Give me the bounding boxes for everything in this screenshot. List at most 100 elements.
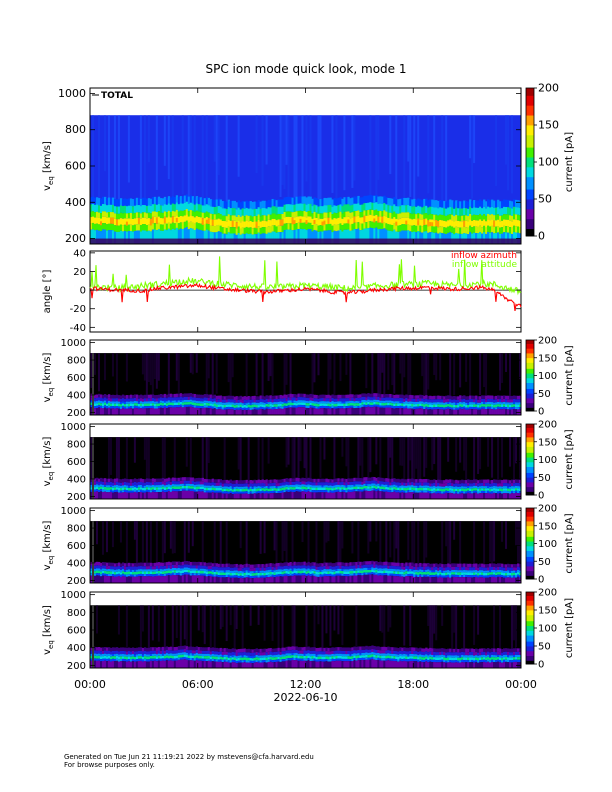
- heatmap-band-cell: [421, 406, 424, 409]
- heatmap-band-cell: [277, 406, 280, 409]
- heatmap-band-cell: [209, 403, 213, 406]
- heatmap-band-cell: [405, 479, 408, 483]
- heatmap-band-cell: [495, 395, 498, 400]
- heatmap-band-cell: [511, 201, 514, 209]
- heatmap-band-cell: [213, 206, 217, 215]
- heatmap-band-cell: [463, 207, 466, 216]
- heatmap-band-cell: [435, 207, 438, 215]
- heatmap-band-cell: [249, 402, 252, 406]
- heatmap-band-cell: [487, 488, 490, 491]
- heatmap-noise-streak: [287, 437, 290, 465]
- heatmap-band-cell: [129, 566, 133, 570]
- heatmap-band-cell: [473, 214, 476, 221]
- heatmap-band-cell: [235, 575, 238, 578]
- heatmap-band-cell: [319, 394, 322, 399]
- heatmap-band-cell: [451, 483, 454, 487]
- heatmap-band-cell: [179, 573, 183, 576]
- heatmap-band-cell: [173, 561, 177, 565]
- heatmap-noise-streak: [519, 437, 521, 481]
- heatmap-band-cell: [429, 402, 432, 405]
- heatmap-band-cell: [157, 492, 161, 499]
- heatmap-band-cell: [233, 403, 236, 406]
- heatmap-band-cell: [283, 197, 286, 205]
- colorbar-cell: [526, 221, 534, 225]
- heatmap-band-cell: [393, 489, 396, 492]
- heatmap-band-cell: [173, 204, 177, 212]
- heatmap-band-cell: [251, 402, 254, 405]
- colorbar-cell: [526, 459, 534, 462]
- heatmap-band-cell: [171, 486, 175, 489]
- heatmap-band-cell: [203, 198, 207, 206]
- heatmap-band-cell: [221, 208, 224, 216]
- heatmap-band-cell: [415, 398, 418, 402]
- heatmap-band-cell: [151, 229, 155, 244]
- colorbar-cell: [526, 429, 534, 432]
- colorbar-cell: [526, 478, 534, 481]
- heatmap-band-cell: [135, 408, 139, 415]
- heatmap-band-cell: [193, 487, 197, 490]
- heatmap-band-cell: [133, 478, 137, 482]
- heatmap-band-cell: [377, 216, 380, 223]
- heatmap-band-cell: [329, 408, 332, 415]
- colorbar-cell: [526, 401, 534, 404]
- heatmap-band-cell: [149, 478, 153, 483]
- heatmap-band-cell: [191, 397, 195, 401]
- heatmap-band-cell: [349, 400, 352, 403]
- heatmap-band-cell: [143, 212, 147, 218]
- heatmap-band-cell: [491, 232, 494, 244]
- heatmap-band-cell: [385, 393, 388, 398]
- heatmap-band-cell: [227, 219, 230, 226]
- heatmap-band-cell: [313, 406, 316, 409]
- heatmap-band-cell: [90, 407, 93, 415]
- heatmap-band-cell: [349, 492, 352, 499]
- heatmap-band-cell: [479, 409, 482, 415]
- heatmap-noise-streak: [263, 521, 266, 554]
- heatmap-band-cell: [453, 216, 456, 222]
- heatmap-noise-streak: [239, 437, 242, 484]
- heatmap-band-cell: [297, 481, 300, 485]
- heatmap-band-cell: [409, 198, 412, 206]
- heatmap-band-cell: [223, 491, 226, 494]
- heatmap-band-cell: [373, 485, 376, 489]
- heatmap-band-cell: [145, 224, 149, 232]
- heatmap-band-cell: [405, 230, 408, 244]
- heatmap-band-cell: [339, 223, 342, 230]
- heatmap-band-cell: [245, 493, 248, 499]
- heatmap-band-cell: [403, 224, 406, 231]
- heatmap-band-cell: [271, 486, 274, 489]
- heatmap-band-cell: [291, 394, 294, 398]
- heatmap-band-cell: [213, 214, 217, 220]
- heatmap-band-cell: [413, 395, 416, 399]
- colorbar-cell: [526, 169, 534, 173]
- heatmap-band-cell: [93, 481, 97, 485]
- heatmap-band-cell: [377, 488, 380, 491]
- heatmap-band-cell: [139, 491, 143, 499]
- heatmap-band-cell: [151, 569, 155, 572]
- heatmap-band-cell: [485, 395, 488, 400]
- heatmap-band-cell: [335, 478, 338, 482]
- heatmap-band-cell: [515, 199, 518, 208]
- heatmap-band-cell: [237, 480, 240, 484]
- heatmap-band-cell: [277, 483, 280, 487]
- heatmap-band-cell: [257, 207, 260, 215]
- heatmap-band-cell: [175, 484, 179, 487]
- heatmap-band-cell: [407, 478, 410, 483]
- heatmap-band-cell: [97, 492, 101, 499]
- heatmap-band-cell: [383, 222, 386, 229]
- heatmap-band-cell: [509, 488, 512, 492]
- heatmap-band-cell: [271, 218, 274, 226]
- colorbar-cell: [526, 451, 534, 453]
- heatmap-band-cell: [203, 212, 207, 219]
- heatmap-band-cell: [331, 485, 334, 489]
- heatmap-band-cell: [461, 407, 464, 410]
- heatmap-band-cell: [183, 560, 187, 565]
- heatmap-band-cell: [135, 485, 139, 488]
- heatmap-band-cell: [219, 402, 222, 405]
- heatmap-band-cell: [387, 407, 390, 415]
- heatmap-band-cell: [123, 487, 127, 490]
- heatmap-band-cell: [435, 226, 438, 233]
- heatmap-band-cell: [211, 199, 215, 207]
- heatmap-band-cell: [327, 406, 330, 409]
- heatmap-band-cell: [153, 490, 157, 493]
